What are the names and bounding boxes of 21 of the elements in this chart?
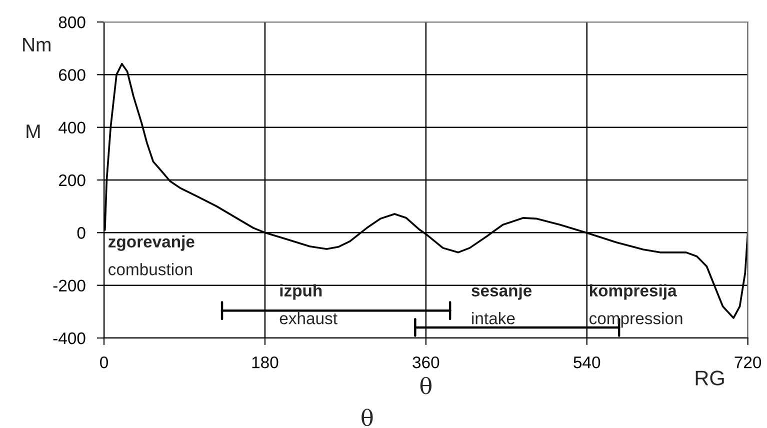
annotation: kompresija compression bbox=[590, 284, 682, 328]
y-tick-label: 400 bbox=[58, 122, 86, 134]
y-tick-label: -200 bbox=[53, 280, 86, 292]
x-tick-label: 0 bbox=[100, 356, 108, 368]
x-tick-label: 360 bbox=[412, 356, 440, 368]
annotation: zgorevanje combustion bbox=[108, 235, 194, 276]
x-tick-label: 540 bbox=[574, 356, 600, 368]
y-tick-label: -400 bbox=[53, 332, 86, 344]
y-axis-title: M bbox=[26, 124, 40, 138]
text: Nm bbox=[23, 38, 50, 52]
text: RG bbox=[696, 370, 724, 386]
text: θ bbox=[362, 408, 373, 426]
annotation: sesanje intake bbox=[472, 284, 532, 324]
y-tick-label: 800 bbox=[58, 16, 86, 28]
annotation: izpuh exhaust bbox=[280, 284, 338, 324]
y-tick-label: 200 bbox=[58, 174, 86, 186]
x-tick-label: 720 bbox=[734, 356, 762, 368]
x-tick-label: 180 bbox=[252, 356, 278, 368]
y-tick-label: 0 bbox=[77, 227, 86, 239]
x-axis-title: θ bbox=[420, 376, 432, 394]
y-tick-label: 600 bbox=[58, 69, 86, 81]
